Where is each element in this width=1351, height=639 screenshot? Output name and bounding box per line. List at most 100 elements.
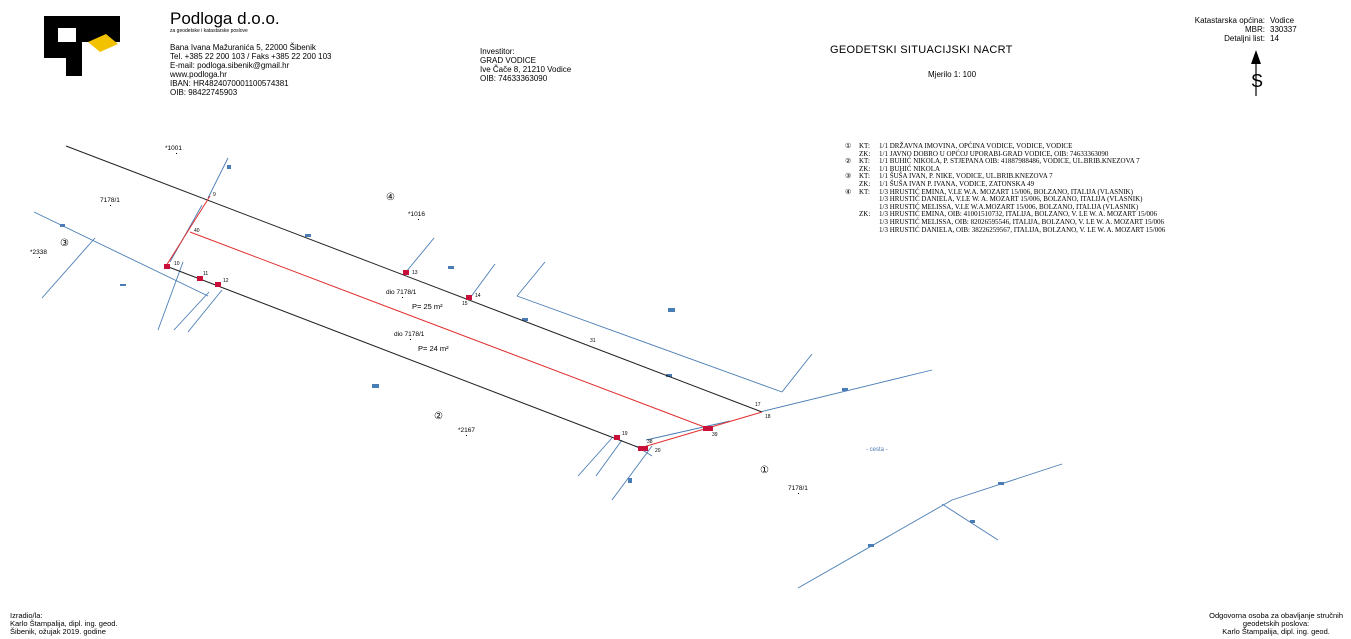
legend-text: 1/1 JAVNO DOBRO U OPĆOJ UPORABI-GRAD VOD… <box>879 149 1109 158</box>
parcel-label: dio 7178/1 <box>386 289 417 296</box>
point-label: 14 <box>475 293 481 299</box>
point-label: 39 <box>712 432 718 438</box>
parcel-label: *1016 <box>408 211 425 218</box>
parcel-label: 7178/1 <box>788 485 808 492</box>
email-line: E-mail: podloga.sibenik@gmail.hr <box>170 61 290 70</box>
investor-label: Investitor: <box>480 47 515 56</box>
legend-text: 1/3 HRUSTIĆ DANIELA, OIB: 38226259567, I… <box>879 225 1166 234</box>
legend-tag: ZK: <box>859 210 871 219</box>
legend-text: 1/3 HRUSTIĆ EMINA, OIB: 41001510732, ITA… <box>879 210 1158 219</box>
parcel-label: dio 7178/1 <box>394 331 425 338</box>
parcel-boundaries-red <box>165 195 763 449</box>
cadastre-meta: Katastarska općina: Vodice MBR: 330337 Det… <box>1130 16 1297 43</box>
parcel-label: *1001 <box>165 145 182 152</box>
legend-row: 1/3 HRUSTIĆ MELISSA, OIB: 82026595546, I… <box>845 217 1165 227</box>
footer-left: Izradio/la: Karlo Štampalija, dipl. ing.… <box>10 612 118 636</box>
legend-text: 1/1 BUHIĆ NIKOLA <box>879 164 941 173</box>
footer-responsible-name: Karlo Štampalija, dipl. ing. geod. <box>1222 627 1330 636</box>
drawing-scale: Mjerilo 1: 100 <box>928 70 977 79</box>
meta-label: Katastarska općina: <box>1194 16 1265 25</box>
point-label: 15 <box>462 301 468 307</box>
legend-row: ZK: 1/1 ŠUŠA IVAN P. IVANA, VODICE, ZATON… <box>845 179 1165 189</box>
legend-text: 1/3 HRUSTIĆ MELISSA, OIB: 82026595546, I… <box>879 217 1165 226</box>
legend-tag: KT: <box>859 157 870 166</box>
meta-value: Vodice <box>1270 16 1295 25</box>
footer-responsible-label: Odgovorna osoba za obavljanje stručnih <box>1209 611 1343 620</box>
owner-marker: ④ <box>386 192 395 203</box>
owner-marker: ② <box>434 411 443 422</box>
legend-text: 1/3 HRUSTIĆ MELISSA, V.LE W.A.MOZART 15/… <box>879 202 1139 211</box>
legend-row: ④ KT: 1/3 HRUSTIĆ EMINA, V.LE W.A. MOZART … <box>845 187 1165 197</box>
company-block: Podloga d.o.o. za geodetske i katastarsk… <box>170 10 332 98</box>
point-label: 19 <box>622 431 628 437</box>
drawing-title: GEODETSKI SITUACIJSKI NACRT <box>830 44 1013 56</box>
legend-row: ZK: 1/1 BUHIĆ NIKOLA <box>845 164 1165 174</box>
legend-row: ① KT: 1/1 DRŽAVNA IMOVINA, OPĆINA VODICE, … <box>845 142 1165 151</box>
legend-number: ③ <box>845 172 852 181</box>
investor-address: Ive Čače 8, 21210 Vodice <box>480 65 572 74</box>
legend-row: ZK: 1/1 JAVNO DOBRO U OPĆOJ UPORABI-GRAD … <box>845 149 1165 159</box>
parcel-label: *2338 <box>30 249 47 256</box>
legend-text: 1/1 ŠUŠA IVAN, P. NIKE, VODICE, UL.BRIB.… <box>879 172 1053 181</box>
legend-tag: ZK: <box>859 149 871 158</box>
point-label: 31 <box>590 338 596 344</box>
parcel-dots <box>39 153 799 494</box>
owners-legend: ① KT: 1/1 DRŽAVNA IMOVINA, OPĆINA VODICE, … <box>845 142 1166 235</box>
legend-tag: KT: <box>859 142 870 150</box>
company-subtitle: za geodetske i katastarske poslove <box>170 28 248 34</box>
footer-responsible-role: geodetskih poslova: <box>1242 619 1310 628</box>
point-label: 12 <box>223 278 229 284</box>
meta-value: 330337 <box>1270 25 1297 34</box>
legend-number: ① <box>845 142 852 150</box>
north-arrow-icon <box>1251 50 1261 96</box>
legend-tag: ZK: <box>859 179 871 188</box>
legend-row: ③ KT: 1/1 ŠUŠA IVAN, P. NIKE, VODICE, UL.B… <box>845 173 1165 181</box>
meta-label: MBR: <box>1245 25 1265 34</box>
area-label: P= 24 m² <box>418 344 449 353</box>
road-label: - cesta - <box>866 447 888 453</box>
legend-tag: KT: <box>859 172 870 181</box>
owner-marker: ① <box>760 465 769 476</box>
point-label: 20 <box>655 448 661 454</box>
area-label: P= 25 m² <box>412 302 443 311</box>
legend-row: ② KT: 1/1 BUHIĆ NIKOLA, P. STJEPANA OIB: 4… <box>845 158 1165 166</box>
point-label: 9 <box>213 192 216 198</box>
blue-small-symbols <box>60 165 1004 547</box>
blue-context-lines <box>33 157 1063 589</box>
legend-tag: ZK: <box>859 164 871 173</box>
legend-row: 1/3 HRUSTIĆ DANIELA, OIB: 38226259567, I… <box>845 225 1166 235</box>
point-label: 40 <box>194 228 200 234</box>
point-label: 13 <box>412 270 418 276</box>
legend-tag: KT: <box>859 187 870 196</box>
point-label: 10 <box>174 261 180 267</box>
parcel-labels: *1001 7178/1 *2338 *1016 dio 7178/1 dio … <box>30 145 808 492</box>
parcel-label: 7178/1 <box>100 197 120 204</box>
legend-number: ② <box>845 157 852 166</box>
phone-line: Tel. +385 22 200 103 / Faks +385 22 200 … <box>170 52 332 61</box>
point-label: 17 <box>755 402 761 408</box>
area-labels: P= 25 m² P= 24 m² <box>412 302 449 353</box>
footer-date: Šibenik, ožujak 2019. godine <box>10 627 106 636</box>
investor-block: Investitor: GRAD VODICE Ive Čače 8, 2121… <box>480 47 571 83</box>
meta-value: 14 <box>1270 34 1279 43</box>
company-logo <box>44 16 120 76</box>
parcel-boundaries-black <box>65 145 763 449</box>
legend-row: 1/3 HRUSTIĆ MELISSA, V.LE W.A.MOZART 15/… <box>845 202 1165 212</box>
footer-author-label: Izradio/la: <box>10 611 43 620</box>
oib-line: OIB: 98422745903 <box>170 88 238 97</box>
survey-points <box>164 264 713 451</box>
footer-right: Odgovorna osoba za obavljanje stručnih g… <box>1209 612 1343 636</box>
parcel-label: *2167 <box>458 427 475 434</box>
iban-line: IBAN: HR4824070001100574381 <box>170 79 289 88</box>
legend-text: 1/1 ŠUŠA IVAN P. IVANA, VODICE, ZATONSKA… <box>879 179 1035 188</box>
legend-text: 1/3 HRUSTIĆ DANIELA, V.LE W. A. MOZART 1… <box>879 195 1143 204</box>
website-line: www.podloga.hr <box>170 70 227 79</box>
legend-number: ④ <box>845 187 852 196</box>
meta-label: Detaljni list: <box>1224 34 1265 43</box>
legend-text: 1/1 BUHIĆ NIKOLA, P. STJEPANA OIB: 41887… <box>879 157 1140 166</box>
address-line: Bana Ivana Mažuranića 5, 22000 Šibenik <box>170 43 316 52</box>
point-label: 11 <box>203 271 208 277</box>
point-label: 38 <box>647 439 653 445</box>
investor-name: GRAD VODICE <box>480 56 537 65</box>
